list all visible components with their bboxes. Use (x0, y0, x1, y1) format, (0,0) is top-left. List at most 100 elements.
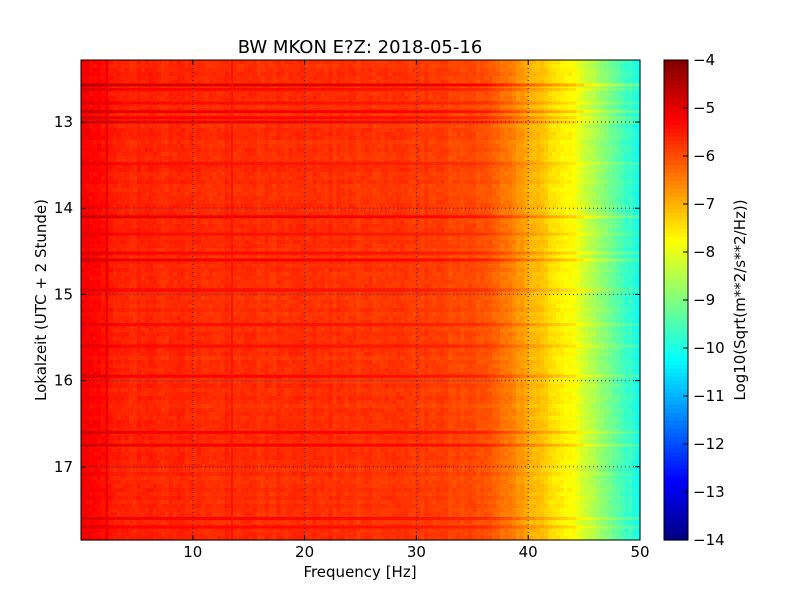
heatmap-cell (208, 400, 214, 405)
heatmap-cell (132, 360, 138, 365)
heatmap-cell (92, 192, 98, 197)
heatmap-cell (160, 508, 166, 513)
heatmap-cell (212, 404, 218, 409)
heatmap-cell (212, 196, 218, 201)
heatmap-cell (160, 68, 166, 73)
heatmap-cell (81, 508, 86, 513)
heatmap-cell (220, 292, 226, 297)
heatmap-cell (84, 192, 90, 197)
heatmap-cell (188, 416, 194, 421)
heatmap-cell (124, 136, 130, 141)
heatmap-cell (148, 428, 154, 433)
heatmap-cell (92, 68, 98, 73)
heatmap-cell (244, 280, 250, 285)
heatmap-cell (116, 236, 122, 241)
heatmap-cell (92, 408, 98, 413)
heatmap-cell (120, 188, 126, 193)
heatmap-cell (116, 532, 122, 537)
heatmap-cell (96, 452, 102, 457)
heatmap-cell (100, 224, 106, 229)
heatmap-cell (128, 212, 134, 217)
heatmap-cell (124, 272, 130, 277)
heatmap-cell (160, 200, 166, 205)
heatmap-cell (236, 492, 242, 497)
heatmap-cell (164, 124, 170, 129)
heatmap-cell (240, 468, 246, 473)
heatmap-cell (88, 168, 94, 173)
heatmap-cell (236, 112, 242, 117)
heatmap-cell (120, 128, 126, 133)
heatmap-cell (128, 192, 134, 197)
heatmap-cell (168, 224, 174, 229)
heatmap-cell (116, 132, 122, 137)
heatmap-cell (108, 428, 114, 433)
heatmap-cell (88, 308, 94, 313)
heatmap-cell (124, 424, 130, 429)
heatmap-cell (200, 340, 206, 345)
heatmap-cell (108, 136, 114, 141)
heatmap-cell (100, 396, 106, 401)
heatmap-cell (128, 332, 134, 337)
heatmap-cell (84, 236, 90, 241)
heatmap-cell (88, 184, 94, 189)
heatmap-cell (236, 424, 242, 429)
heatmap-cell (144, 248, 150, 253)
heatmap-cell (176, 156, 182, 161)
heatmap-cell (136, 408, 142, 413)
heatmap-cell (212, 328, 218, 333)
heatmap-cell (176, 184, 182, 189)
heatmap-cell (128, 296, 134, 301)
heatmap-cell (128, 484, 134, 489)
heatmap-cell (96, 376, 102, 381)
heatmap-cell (132, 200, 138, 205)
heatmap-cell (148, 128, 154, 133)
heatmap-cell (208, 404, 214, 409)
heatmap-cell (236, 480, 242, 485)
heatmap-cell (132, 128, 138, 133)
heatmap-cell (224, 240, 230, 245)
heatmap-cell (188, 188, 194, 193)
heatmap-cell (232, 276, 238, 281)
heatmap-cell (148, 168, 154, 173)
heatmap-cell (124, 200, 130, 205)
heatmap-cell (116, 452, 122, 457)
heatmap-cell (236, 400, 242, 405)
heatmap-cell (156, 220, 162, 225)
heatmap-cell (132, 388, 138, 393)
heatmap-cell (200, 500, 206, 505)
heatmap-cell (168, 360, 174, 365)
heatmap-cell (156, 96, 162, 101)
heatmap-cell (136, 240, 142, 245)
heatmap-cell (236, 332, 242, 337)
heatmap-cell (232, 448, 238, 453)
heatmap-cell (144, 452, 150, 457)
heatmap-cell (112, 280, 118, 285)
heatmap-cell (240, 376, 246, 381)
heatmap-cell (184, 112, 190, 117)
heatmap-cell (84, 520, 90, 525)
heatmap-cell (152, 212, 158, 217)
heatmap-cell (184, 472, 190, 477)
heatmap-cell (152, 156, 158, 161)
heatmap-cell (88, 360, 94, 365)
heatmap-cell (176, 412, 182, 417)
heatmap-cell (168, 376, 174, 381)
heatmap-cell (84, 68, 90, 73)
heatmap-cell (184, 376, 190, 381)
heatmap-cell (148, 480, 154, 485)
heatmap-cell (116, 76, 122, 81)
heatmap-cell (180, 440, 186, 445)
heatmap-cell (156, 400, 162, 405)
heatmap-cell (172, 448, 178, 453)
heatmap-cell (132, 456, 138, 461)
heatmap-cell (156, 436, 162, 441)
heatmap-cell (200, 80, 206, 85)
heatmap-cell (156, 320, 162, 325)
heatmap-cell (148, 308, 154, 313)
heatmap-cell (204, 76, 210, 81)
heatmap-cell (132, 96, 138, 101)
heatmap-cell (220, 264, 226, 269)
heatmap-cell (200, 292, 206, 297)
heatmap-cell (120, 292, 126, 297)
heatmap-cell (160, 400, 166, 405)
